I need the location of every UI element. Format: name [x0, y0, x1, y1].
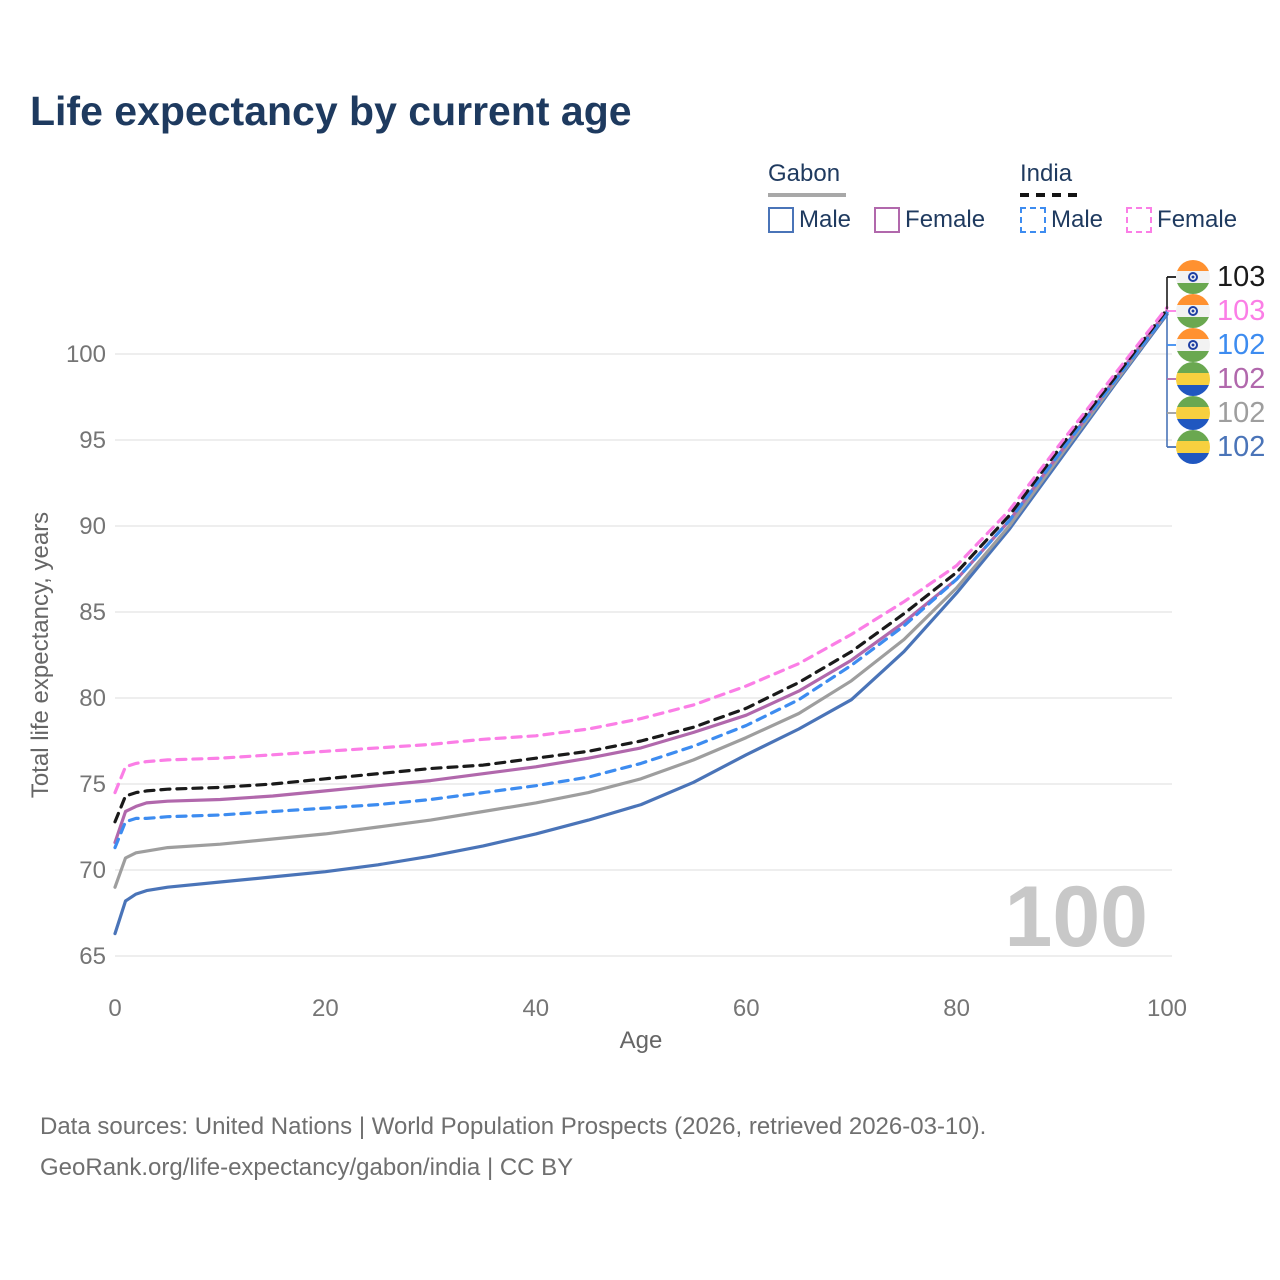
india-male-swatch	[1020, 207, 1046, 233]
india-flag-icon	[1176, 260, 1210, 294]
end-value: 103	[1217, 261, 1266, 293]
x-tick-40: 40	[522, 995, 549, 1022]
gridlines-group	[115, 353, 1172, 957]
y-axis-title: Total life expectancy, years	[27, 512, 54, 798]
legend-group-gabon: Gabon Male Female	[768, 160, 985, 234]
india-dashed-line-swatch	[1020, 193, 1078, 197]
series-line-india-female	[113, 306, 1169, 795]
gabon-male-swatch	[768, 207, 794, 233]
end-label-gabon-male: 102	[1176, 430, 1265, 464]
end-label-india-both: 103	[1176, 260, 1265, 294]
gabon-flag-icon	[1176, 362, 1210, 396]
gabon-flag-icon	[1176, 396, 1210, 430]
end-label-india-male: 102	[1176, 328, 1265, 362]
series-line-gabon-male	[113, 312, 1169, 936]
y-tick-90: 90	[79, 513, 106, 540]
end-value: 102	[1217, 431, 1266, 463]
gabon-flag-icon	[1176, 430, 1210, 464]
end-label-leader-lines	[1166, 276, 1176, 448]
life-expectancy-chart: 65 70 75 80 85 90 95 100 0 20 40 60 80 100 Age Total …	[27, 276, 1187, 1054]
series-line-india-both	[113, 307, 1169, 824]
india-flag-icon	[1176, 328, 1210, 362]
y-tick-65: 65	[79, 943, 106, 970]
x-tick-100: 100	[1147, 995, 1187, 1022]
y-tick-95: 95	[79, 427, 106, 454]
y-tick-70: 70	[79, 857, 106, 884]
gabon-female-swatch	[874, 207, 901, 233]
x-tick-0: 0	[108, 995, 121, 1022]
end-label-gabon-female: 102	[1176, 362, 1265, 396]
end-value: 102	[1217, 329, 1266, 361]
y-tick-75: 75	[79, 771, 106, 798]
series-line-gabon-both	[113, 311, 1169, 889]
x-axis-title: Age	[620, 1027, 663, 1054]
india-male-label: Male	[1051, 206, 1104, 233]
legend-group-india: India Male Female	[1020, 160, 1237, 234]
end-label-india-female: 103	[1176, 294, 1265, 328]
india-female-swatch	[1126, 207, 1153, 233]
end-value: 102	[1217, 363, 1266, 395]
india-flag-icon	[1176, 294, 1210, 328]
y-tick-80: 80	[79, 685, 106, 712]
x-tick-20: 20	[312, 995, 339, 1022]
series-lines-group	[113, 306, 1169, 936]
x-tick-80: 80	[943, 995, 970, 1022]
gabon-male-label: Male	[799, 206, 852, 233]
footer-attribution: Data sources: United Nations | World Pop…	[40, 1106, 986, 1188]
end-value: 102	[1217, 397, 1266, 429]
age-watermark: 100	[1004, 869, 1149, 965]
legend-country-india: India	[1020, 160, 1073, 187]
gabon-solid-line-swatch	[768, 193, 846, 197]
end-label-gabon-both: 102	[1176, 396, 1265, 430]
end-value: 103	[1217, 295, 1266, 327]
gabon-female-label: Female	[905, 206, 986, 233]
x-tick-60: 60	[733, 995, 760, 1022]
india-female-label: Female	[1157, 206, 1238, 233]
y-tick-100: 100	[66, 341, 106, 368]
license-line: GeoRank.org/life-expectancy/gabon/india …	[40, 1154, 574, 1181]
y-tick-85: 85	[79, 599, 106, 626]
data-sources-line: Data sources: United Nations | World Pop…	[40, 1113, 987, 1140]
page-title: Life expectancy by current age	[30, 88, 632, 134]
tick-labels-group: 65 70 75 80 85 90 95 100 0 20 40 60 80 100	[66, 341, 1187, 1022]
legend-country-gabon: Gabon	[768, 160, 841, 187]
series-line-india-male	[113, 311, 1169, 850]
